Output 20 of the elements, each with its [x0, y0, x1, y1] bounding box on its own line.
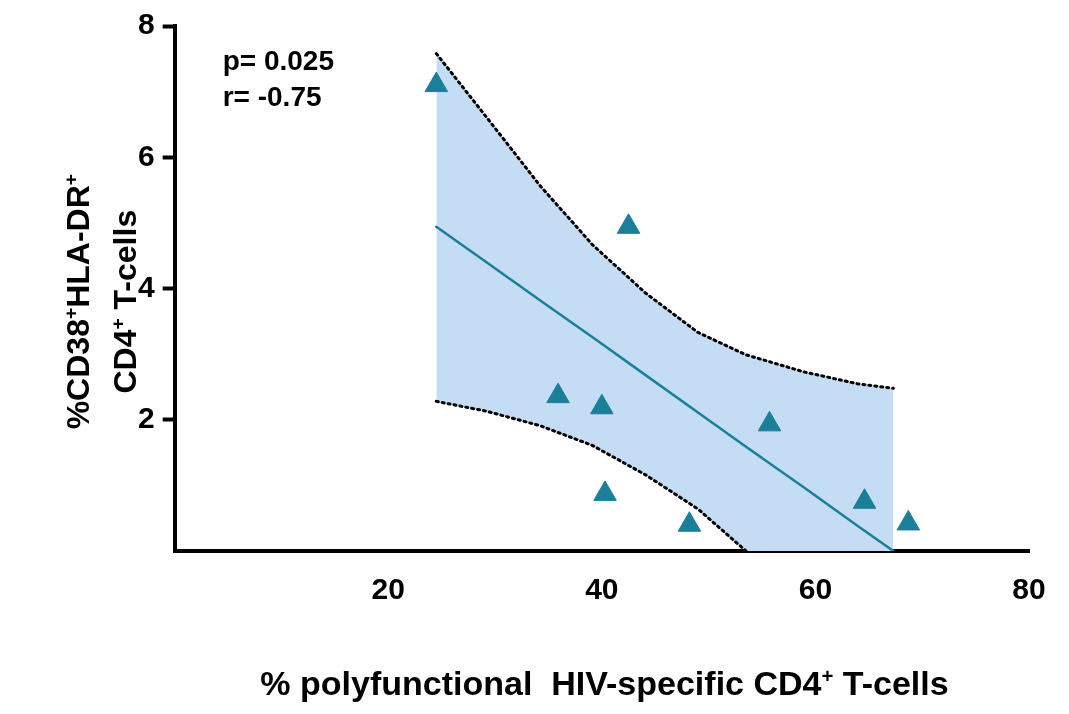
x-tick-label: 60	[798, 572, 833, 606]
point	[677, 511, 702, 532]
point	[757, 410, 782, 432]
x-axis-title: % polyfunctional HIV-specific CD4$^{+}$ T-cells	[259, 664, 950, 703]
point	[616, 213, 641, 234]
annotation: p= 0.025	[222, 44, 334, 76]
y-tick-label: 8	[138, 7, 155, 41]
y-tick-label: 6	[138, 138, 155, 172]
x-tick-label: 80	[1012, 572, 1046, 606]
annotation: r= -0.75	[222, 80, 322, 112]
point	[852, 488, 877, 509]
x-tick-label: 40	[585, 572, 619, 606]
point	[590, 393, 614, 415]
line-series	[434, 52, 895, 390]
point	[546, 382, 570, 404]
x-tick-label: 20	[371, 572, 405, 606]
point	[593, 480, 617, 501]
point	[424, 71, 449, 93]
point	[896, 509, 921, 531]
y-tick-label: 4	[138, 269, 155, 303]
